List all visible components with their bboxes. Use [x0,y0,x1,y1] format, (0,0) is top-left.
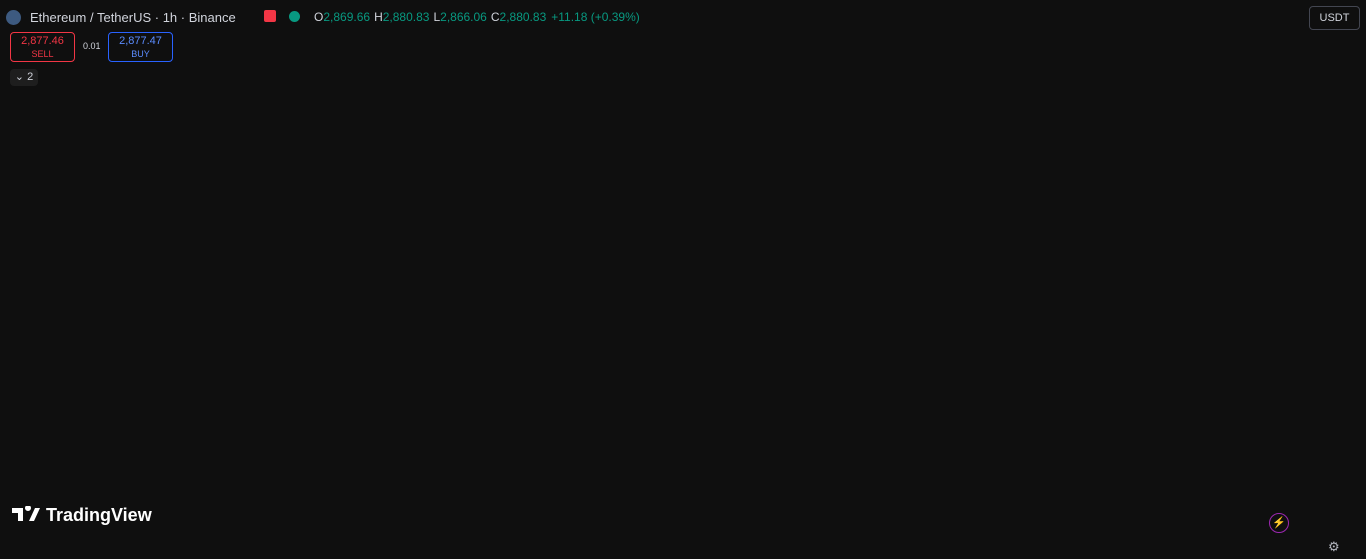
ohlc-legend: O2,869.66 H2,880.83 L2,866.06 C2,880.83 +11.… [310,10,640,24]
symbol-title: Ethereum / TetherUS · 1h · Binance [30,10,236,25]
logo-text: TradingView [46,505,152,525]
logo-mark [12,506,40,521]
buy-button[interactable]: 2,877.47 BUY [108,32,173,62]
ohlc-key: C [490,10,500,24]
settings-button[interactable]: ⚙ [1328,539,1340,554]
lightning-button[interactable]: ⚡ [1269,513,1289,533]
status-dot [289,11,300,22]
symbol-icon [6,10,21,25]
buy-price: 2,877.47 [119,35,162,47]
indicator-count: 2 [27,71,34,83]
currency-button[interactable]: USDT [1309,6,1360,30]
ohlc-key: O [314,10,324,24]
sell-price: 2,877.46 [21,35,64,47]
ohlc-value: 2,869.66 [323,10,371,24]
ohlc-value: 2,880.83 [382,10,430,24]
change: +11.18 (+0.39%) [551,10,640,24]
logo-icon [12,506,40,523]
buy-label: BUY [131,49,150,59]
indicator-toggle[interactable]: ⌄ 2 [10,69,38,86]
ohlc-value: 2,880.83 [499,10,547,24]
ohlc-key: H [374,10,383,24]
sell-label: SELL [31,49,54,59]
sell-button[interactable]: 2,877.46 SELL [10,32,75,62]
ohlc-key: L [433,10,441,24]
ohlc-value: 2,866.06 [440,10,487,24]
alert-icon[interactable] [264,10,276,22]
spread: 0.01 [83,41,101,51]
